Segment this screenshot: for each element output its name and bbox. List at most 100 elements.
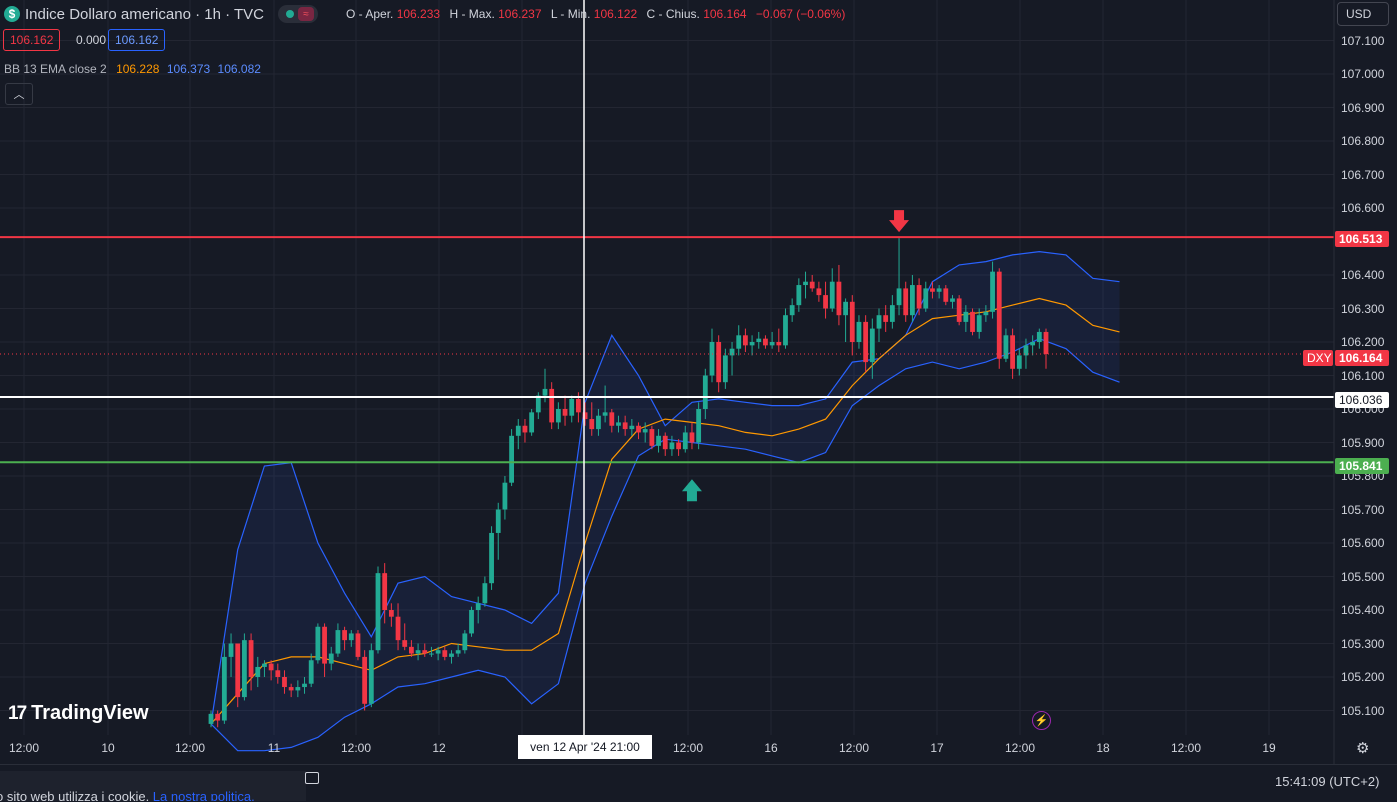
clock[interactable]: 15:41:09 (UTC+2) — [1275, 774, 1380, 789]
candle — [996, 268, 1002, 369]
candle — [843, 298, 848, 342]
candle — [769, 331, 775, 349]
candle-body — [335, 630, 341, 654]
market-status-pill[interactable]: ≈ — [278, 5, 318, 23]
candle — [282, 670, 287, 694]
candle-body — [976, 315, 982, 332]
candle — [596, 409, 601, 436]
candle — [362, 650, 368, 711]
candle-body — [689, 432, 695, 443]
candle — [1023, 338, 1029, 369]
candle-body — [315, 626, 321, 661]
candle-body — [769, 342, 775, 346]
up-arrow-icon — [681, 479, 702, 502]
candle — [823, 281, 828, 319]
candle-body — [602, 412, 608, 416]
ohlc-legend: O - Aper. 106.233 H - Max. 106.237 L - M… — [340, 7, 845, 21]
candle-body — [322, 626, 327, 664]
candle-body — [743, 335, 748, 346]
candle — [268, 660, 274, 681]
horizontal-lines[interactable] — [0, 236, 1334, 464]
price-axis-label: 106.700 — [1341, 167, 1385, 182]
candle-body — [355, 633, 361, 657]
time-axis-label: 10 — [101, 741, 115, 755]
candle — [555, 402, 561, 430]
market-open-dot-icon — [286, 10, 294, 18]
candle — [702, 368, 708, 420]
symbol-title[interactable]: Indice Dollaro americano · 1h · TVC — [25, 5, 264, 23]
collapse-legend-button[interactable]: ︿ — [5, 83, 33, 105]
time-axis-label: 19 — [1262, 741, 1276, 755]
candle — [429, 646, 434, 657]
candle — [322, 623, 327, 677]
candle-body — [409, 646, 414, 654]
price-axis-label: 105.600 — [1341, 536, 1385, 550]
candle-body — [395, 616, 401, 641]
candle-body — [943, 288, 949, 302]
candle — [876, 308, 882, 342]
down-arrow-icon — [889, 210, 910, 233]
candle-body — [729, 348, 735, 356]
candle-body — [1003, 335, 1009, 359]
candle — [716, 335, 722, 393]
candle — [462, 630, 468, 654]
candle-body — [990, 271, 995, 312]
candle — [763, 335, 768, 349]
candle — [649, 425, 655, 450]
candle-body — [1030, 342, 1036, 346]
candle — [943, 285, 949, 306]
candle — [228, 633, 234, 677]
candle — [903, 281, 909, 322]
candle — [602, 385, 608, 423]
tradingview-logo[interactable]: 17 TradingView — [8, 702, 149, 725]
candle-body — [996, 271, 1002, 359]
sell-button[interactable]: 106.162 — [3, 29, 61, 51]
indicator-legend[interactable]: BB 13 EMA close 2 106.228 106.373 106.08… — [4, 62, 261, 76]
settings-gear-icon[interactable]: ⚙ — [1356, 740, 1370, 757]
candle — [522, 419, 528, 443]
candle-body — [923, 288, 929, 309]
candle — [976, 308, 982, 339]
price-axis-label: 106.900 — [1341, 100, 1385, 115]
candle-body — [248, 640, 254, 677]
price-axis-label: 105.300 — [1341, 636, 1385, 651]
candle-body — [375, 573, 381, 651]
candle — [916, 278, 922, 316]
candle-body — [215, 713, 221, 721]
price-axis-label: 107.100 — [1341, 33, 1385, 48]
candle-body — [402, 640, 408, 647]
indicator-upper-value: 106.373 — [166, 62, 211, 76]
close-value: 106.164 — [703, 7, 747, 21]
candle-body — [368, 650, 374, 704]
bolt-icon[interactable]: ⚡ — [1032, 711, 1051, 730]
candle-body — [756, 338, 762, 342]
candle-body — [676, 442, 681, 450]
candle — [629, 419, 635, 436]
candle-body — [936, 288, 942, 292]
candle — [221, 643, 227, 724]
candle-body — [522, 425, 528, 433]
currency-selector[interactable]: USD — [1337, 2, 1389, 26]
candle-body — [469, 610, 474, 634]
candle — [936, 285, 942, 299]
candle — [549, 382, 555, 430]
candle-body — [475, 603, 481, 610]
close-label: C - Chius. — [646, 7, 700, 21]
candle-body — [435, 650, 441, 654]
open-value: 106.233 — [396, 7, 441, 21]
buy-button[interactable]: 106.162 — [108, 29, 166, 51]
price-axis-label: 106.800 — [1341, 134, 1385, 148]
candle-body — [442, 650, 448, 657]
candle-body — [482, 583, 488, 604]
candle — [402, 623, 408, 651]
chat-icon[interactable] — [305, 772, 319, 784]
cookie-policy-link[interactable]: La nostra politica. — [152, 789, 255, 801]
candle — [1043, 328, 1049, 369]
candle-body — [1036, 331, 1042, 342]
candle-body — [295, 687, 301, 691]
candle — [883, 305, 889, 332]
candle-body — [582, 412, 588, 420]
candle — [829, 268, 835, 312]
candle-body — [282, 677, 287, 688]
